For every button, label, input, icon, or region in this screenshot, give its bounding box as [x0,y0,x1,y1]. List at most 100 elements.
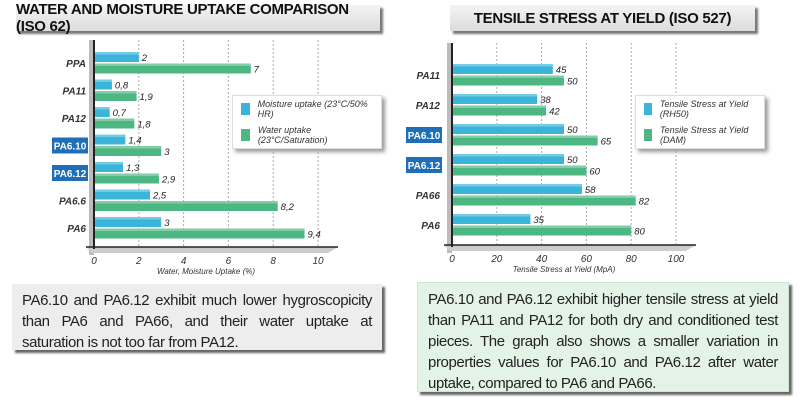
bar [453,64,553,74]
x-tick-label: 60 [581,254,593,265]
x-axis-title: Water, Moisture Uptake (%) [157,267,255,276]
bar [95,107,110,117]
bar [95,201,278,211]
category-label: PA6 [421,221,440,232]
data-label: 60 [589,167,600,178]
x-tick-label: 40 [536,254,548,265]
bar-highlight [453,184,582,187]
data-label: 1,9 [140,92,154,103]
bar [453,135,598,146]
data-label: 2,9 [161,175,176,186]
bar-highlight [453,135,598,138]
category-label: PA12 [62,114,87,125]
x-tick-label: 2 [135,256,142,267]
legend-swatch-water [241,129,250,141]
data-label: 9,4 [308,230,321,241]
bar-highlight [453,105,547,108]
bar-highlight [453,214,531,217]
bar-highlight [95,217,162,220]
bar [95,189,150,200]
note-tensile: PA6.10 and PA6.12 exhibit higher tensile… [417,282,789,392]
legend-item-water: Water uptake (23°C/Saturation) [233,122,381,148]
legend-tensile: Tensile Stress at Yield (RH50) Tensile S… [635,95,765,149]
bar-highlight [453,124,564,127]
bar [95,146,162,156]
bar-highlight [95,118,135,121]
data-label: 65 [601,137,612,148]
x-tick-label: 20 [490,254,503,265]
data-label: 50 [567,125,578,136]
bar [95,52,139,62]
chart-title-water: WATER AND MOISTURE UPTAKE COMPARISON (IS… [16,1,380,35]
note-water: PA6.10 and PA6.12 exhibit much lower hyg… [12,284,382,351]
category-label: PA11 [62,87,86,98]
bar-highlight [95,228,305,231]
category-highlight [406,127,442,143]
x-tick-label: 0 [91,256,97,267]
bar-highlight [95,134,126,137]
bar-highlight [95,201,278,204]
charts-canvas: 0 2 4 6 8 10 Water, Moisture Uptake (%) PPA 2 7 PA… [52,40,696,276]
x-axis-title: Tensile Stress at Yield (MpA) [513,265,616,274]
bar [453,94,538,104]
category-label: PA6.6 [59,197,86,208]
data-label: 58 [585,185,596,196]
data-label: 7 [254,65,260,76]
data-label: 2 [141,53,148,64]
bar-highlight [453,165,587,168]
bar [95,162,124,172]
legend-swatch-dam [644,129,652,141]
legend-item-rh50: Tensile Stress at Yield (RH50) [636,96,764,122]
category-label: PPA [66,59,86,70]
bar-highlight [95,79,112,82]
bar-highlight [453,94,538,97]
category-label: PA66 [416,191,441,202]
category-label: PA6.12 [408,161,441,172]
bar-highlight [453,225,632,228]
data-label: 0,8 [115,81,129,92]
bar [453,124,564,134]
data-label: 0,7 [113,108,127,119]
bar [95,118,135,129]
data-label: 35 [533,215,544,226]
category-label: PA6.10 [54,142,87,153]
data-label: 3 [164,218,170,229]
x-tick-label: 80 [626,254,638,265]
bar [95,134,126,145]
legend-label: Moisture uptake (23°C/50% HR) [257,99,368,119]
bar [95,173,159,184]
category-highlight [406,157,442,173]
bar-highlight [453,64,553,67]
data-label: 50 [567,77,578,88]
chart-title-tensile: TENSILE STRESS AT YIELD (ISO 527) [450,5,755,31]
x-tick-label: 4 [181,256,187,267]
data-label: 42 [549,107,560,118]
data-label: 38 [540,95,551,106]
bar [453,165,587,176]
data-label: 1,3 [126,163,140,174]
legend-item-dam: Tensile Stress at Yield (DAM) [636,122,764,148]
axis-shadow [89,40,94,255]
legend-water: Moisture uptake (23°C/50% HR) Water upta… [232,95,382,149]
x-tick-label: 6 [226,256,232,267]
bar-highlight [95,91,137,94]
bar [453,75,564,86]
bar [95,228,305,239]
legend-swatch-rh50 [644,103,652,115]
bar-highlight [95,107,110,110]
axis-floor [86,247,338,253]
bar [453,214,531,224]
data-label: 8,2 [281,202,295,213]
legend-swatch-moisture [241,103,250,115]
data-label: 3 [164,147,170,158]
bar-highlight [95,162,124,165]
category-highlight [52,165,88,181]
data-label: 1,4 [128,136,141,147]
bar-highlight [95,63,251,66]
axis-floor [444,245,696,251]
data-label: 80 [634,227,645,238]
x-tick-label: 8 [270,256,276,267]
category-label: PA11 [416,71,440,82]
bar [453,105,547,116]
category-label: PA6.12 [54,169,87,180]
